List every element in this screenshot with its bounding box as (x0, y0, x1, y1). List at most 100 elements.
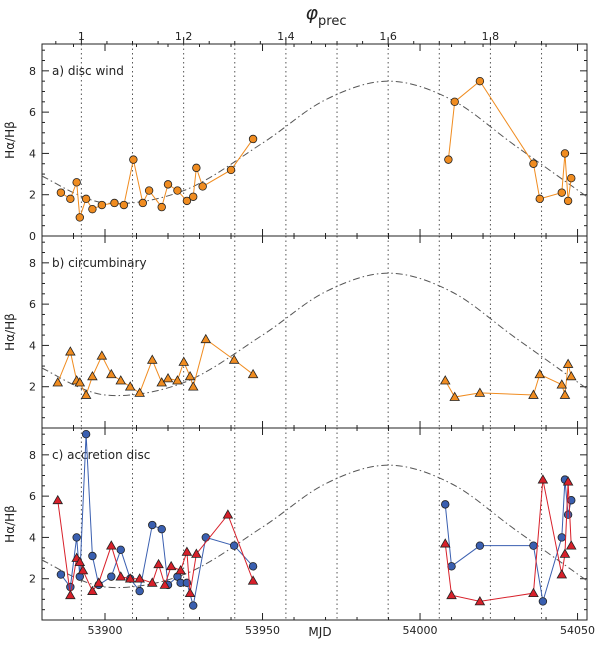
data-point (75, 213, 85, 222)
panel-label: c) accretion disc (52, 448, 150, 462)
data-point (106, 540, 117, 550)
data-point (229, 541, 239, 550)
data-point (439, 538, 451, 548)
y-tick-label: 4 (29, 147, 36, 160)
series-line (57, 338, 254, 397)
series-line (444, 363, 572, 398)
data-point (157, 202, 166, 212)
x-axis-label: MJD (308, 625, 331, 639)
data-point (72, 533, 81, 542)
data-point (124, 573, 136, 583)
data-point (198, 182, 207, 191)
data-point (172, 375, 183, 385)
data-point (74, 556, 86, 567)
series-line (57, 500, 254, 596)
series-line (60, 138, 254, 218)
y-tick-label: 4 (29, 531, 36, 544)
data-point (222, 509, 234, 519)
data-point (148, 520, 157, 530)
data-point (173, 186, 182, 195)
data-point (107, 572, 116, 581)
data-point (134, 387, 145, 397)
y-tick-label: 8 (29, 449, 36, 462)
data-point (560, 149, 570, 158)
data-point (66, 582, 75, 592)
data-point (201, 533, 211, 542)
top-axis-label: φprec (305, 2, 346, 29)
data-point (72, 178, 81, 187)
panel-label: a) disc wind (52, 64, 124, 78)
data-point (88, 204, 97, 214)
data-point (567, 173, 576, 183)
data-point (192, 163, 201, 173)
x-tick-label: 54000 (403, 624, 438, 637)
y-tick-label: 6 (29, 490, 36, 503)
data-point (187, 381, 199, 391)
data-point (115, 375, 127, 385)
data-point (96, 350, 108, 360)
data-point (226, 165, 236, 175)
data-point (110, 198, 119, 208)
data-point (87, 585, 98, 595)
top-tick-label: 1.2 (175, 30, 193, 43)
panel-frame (41, 427, 588, 621)
data-point (189, 601, 198, 610)
data-point (565, 370, 577, 381)
data-point (159, 579, 171, 589)
x-tick-label: 54050 (560, 624, 595, 637)
data-point (119, 200, 129, 210)
data-point (182, 196, 192, 206)
data-point (56, 188, 66, 197)
data-point (534, 368, 546, 379)
data-point (441, 500, 450, 509)
data-point (556, 379, 568, 389)
panel-label: b) circumbinary (52, 256, 147, 270)
y-axis-label: Hα/Hβ (3, 121, 17, 159)
data-point (81, 194, 91, 204)
data-point (474, 387, 486, 397)
panels: 0 2 4 6 8 Hα/Hβ a) disc wind 2 4 6 8 Hα/Hβ b) circum… (3, 43, 595, 637)
series-line (447, 80, 572, 201)
top-tick-label: 1 (78, 30, 85, 43)
top-tick-label: 1.6 (379, 30, 397, 43)
data-point (80, 389, 92, 399)
panel-3: 2 4 6 8 Hα/Hβ c) accretion disc 53900 53950 5400… (3, 427, 595, 637)
data-point (134, 573, 145, 583)
data-point (562, 358, 574, 368)
model-curve (41, 80, 588, 205)
y-tick-label: 0 (29, 230, 36, 243)
data-point (135, 586, 144, 596)
data-point (165, 560, 177, 571)
y-tick-label: 2 (29, 189, 36, 202)
data-point (439, 375, 451, 385)
y-axis-label: Hα/Hβ (3, 505, 17, 543)
data-point (88, 551, 97, 561)
y-tick-label: 8 (29, 257, 36, 270)
data-point (52, 494, 64, 505)
data-point (191, 548, 202, 558)
model-curve (41, 272, 588, 397)
data-point (248, 562, 258, 571)
data-point (228, 354, 240, 364)
data-point (162, 373, 174, 383)
data-point (115, 571, 127, 581)
data-point (189, 192, 198, 201)
data-point (562, 476, 574, 486)
data-point (106, 368, 117, 379)
data-point (87, 370, 98, 381)
data-point (528, 587, 539, 598)
data-point (447, 562, 456, 571)
y-tick-label: 6 (29, 298, 36, 311)
x-tick-label: 53900 (88, 624, 123, 637)
top-axis: 1 1.2 1.4 1.6 1.8 (55, 30, 543, 44)
data-point (557, 188, 566, 197)
data-point (66, 194, 75, 204)
data-point (528, 389, 539, 399)
data-point (97, 200, 107, 210)
top-tick-label: 1.4 (277, 30, 295, 43)
data-point (446, 589, 457, 600)
data-point (247, 575, 259, 585)
data-point (65, 589, 76, 600)
data-point (146, 577, 158, 587)
